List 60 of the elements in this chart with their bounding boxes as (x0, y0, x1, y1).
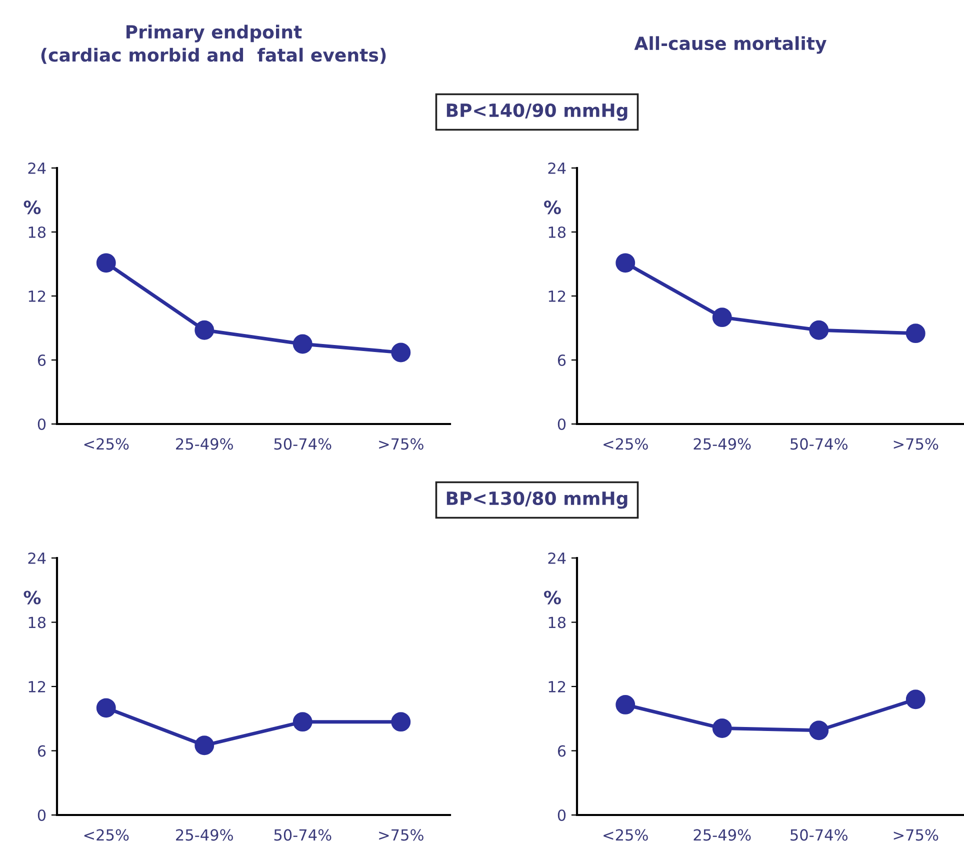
point (712, 308, 732, 328)
x-tick-label: <25% (84, 438, 129, 450)
x-tick-label: 25-49% (694, 438, 751, 450)
y-tick-label: 12 (28, 680, 46, 692)
point (96, 253, 116, 273)
x-tick-label: 50-74% (790, 829, 848, 841)
point (616, 694, 636, 714)
x-tick-label: <25% (84, 829, 129, 841)
y-tick-label: 18 (28, 226, 46, 238)
point (194, 736, 214, 756)
point (292, 334, 312, 354)
point (809, 720, 829, 740)
y-axis-title: % (544, 200, 561, 214)
text: BP<130/80 mmHg (446, 491, 628, 509)
x-tick-label: >75% (894, 829, 938, 841)
point (292, 712, 312, 732)
y-tick-label: 12 (28, 290, 46, 302)
y-tick-label: 0 (38, 418, 46, 430)
y-tick-label: 18 (548, 616, 566, 628)
x-tick-label: <25% (604, 438, 648, 450)
x-tick-label: 50-74% (790, 438, 848, 450)
text: BP<140/90 mmHg (446, 103, 628, 121)
x-tick-label: >75% (379, 438, 424, 450)
chart-title: Primary endpoint (cardiac morbid and fatal events) (41, 24, 386, 64)
y-tick-label: 12 (548, 680, 566, 692)
point (96, 698, 116, 718)
x-tick-label: >75% (894, 438, 938, 450)
y-tick-label: 24 (548, 162, 566, 174)
x-tick-label: 25-49% (694, 829, 751, 841)
y-tick-label: 24 (548, 552, 566, 564)
x-tick-label: >75% (379, 829, 424, 841)
y-tick-label: 12 (548, 290, 566, 302)
x-tick-label: 50-74% (274, 438, 332, 450)
point (391, 712, 411, 732)
point (194, 320, 214, 340)
y-tick-label: 6 (38, 354, 46, 366)
y-tick-label: 24 (28, 552, 46, 564)
x-tick-label: <25% (604, 829, 648, 841)
x-tick-label: 25-49% (176, 438, 233, 450)
y-tick-label: 0 (558, 809, 566, 822)
y-tick-label: 0 (558, 418, 566, 430)
y-axis-title: % (24, 590, 41, 604)
point (391, 342, 411, 362)
point (616, 253, 636, 273)
point (712, 718, 732, 738)
y-tick-label: 0 (38, 809, 46, 822)
y-tick-label: 6 (38, 745, 46, 757)
y-tick-label: 24 (28, 162, 46, 174)
chart-title: All-cause mortality (634, 36, 826, 54)
y-tick-label: 18 (28, 616, 46, 628)
y-axis-title: % (544, 590, 561, 604)
point (906, 324, 926, 344)
y-tick-label: 6 (558, 745, 566, 757)
y-tick-label: 18 (548, 226, 566, 238)
x-tick-label: 25-49% (176, 829, 233, 841)
x-tick-label: 50-74% (274, 829, 332, 841)
point (906, 690, 926, 710)
y-tick-label: 6 (558, 354, 566, 366)
y-axis-title: % (24, 200, 41, 214)
point (809, 320, 829, 340)
